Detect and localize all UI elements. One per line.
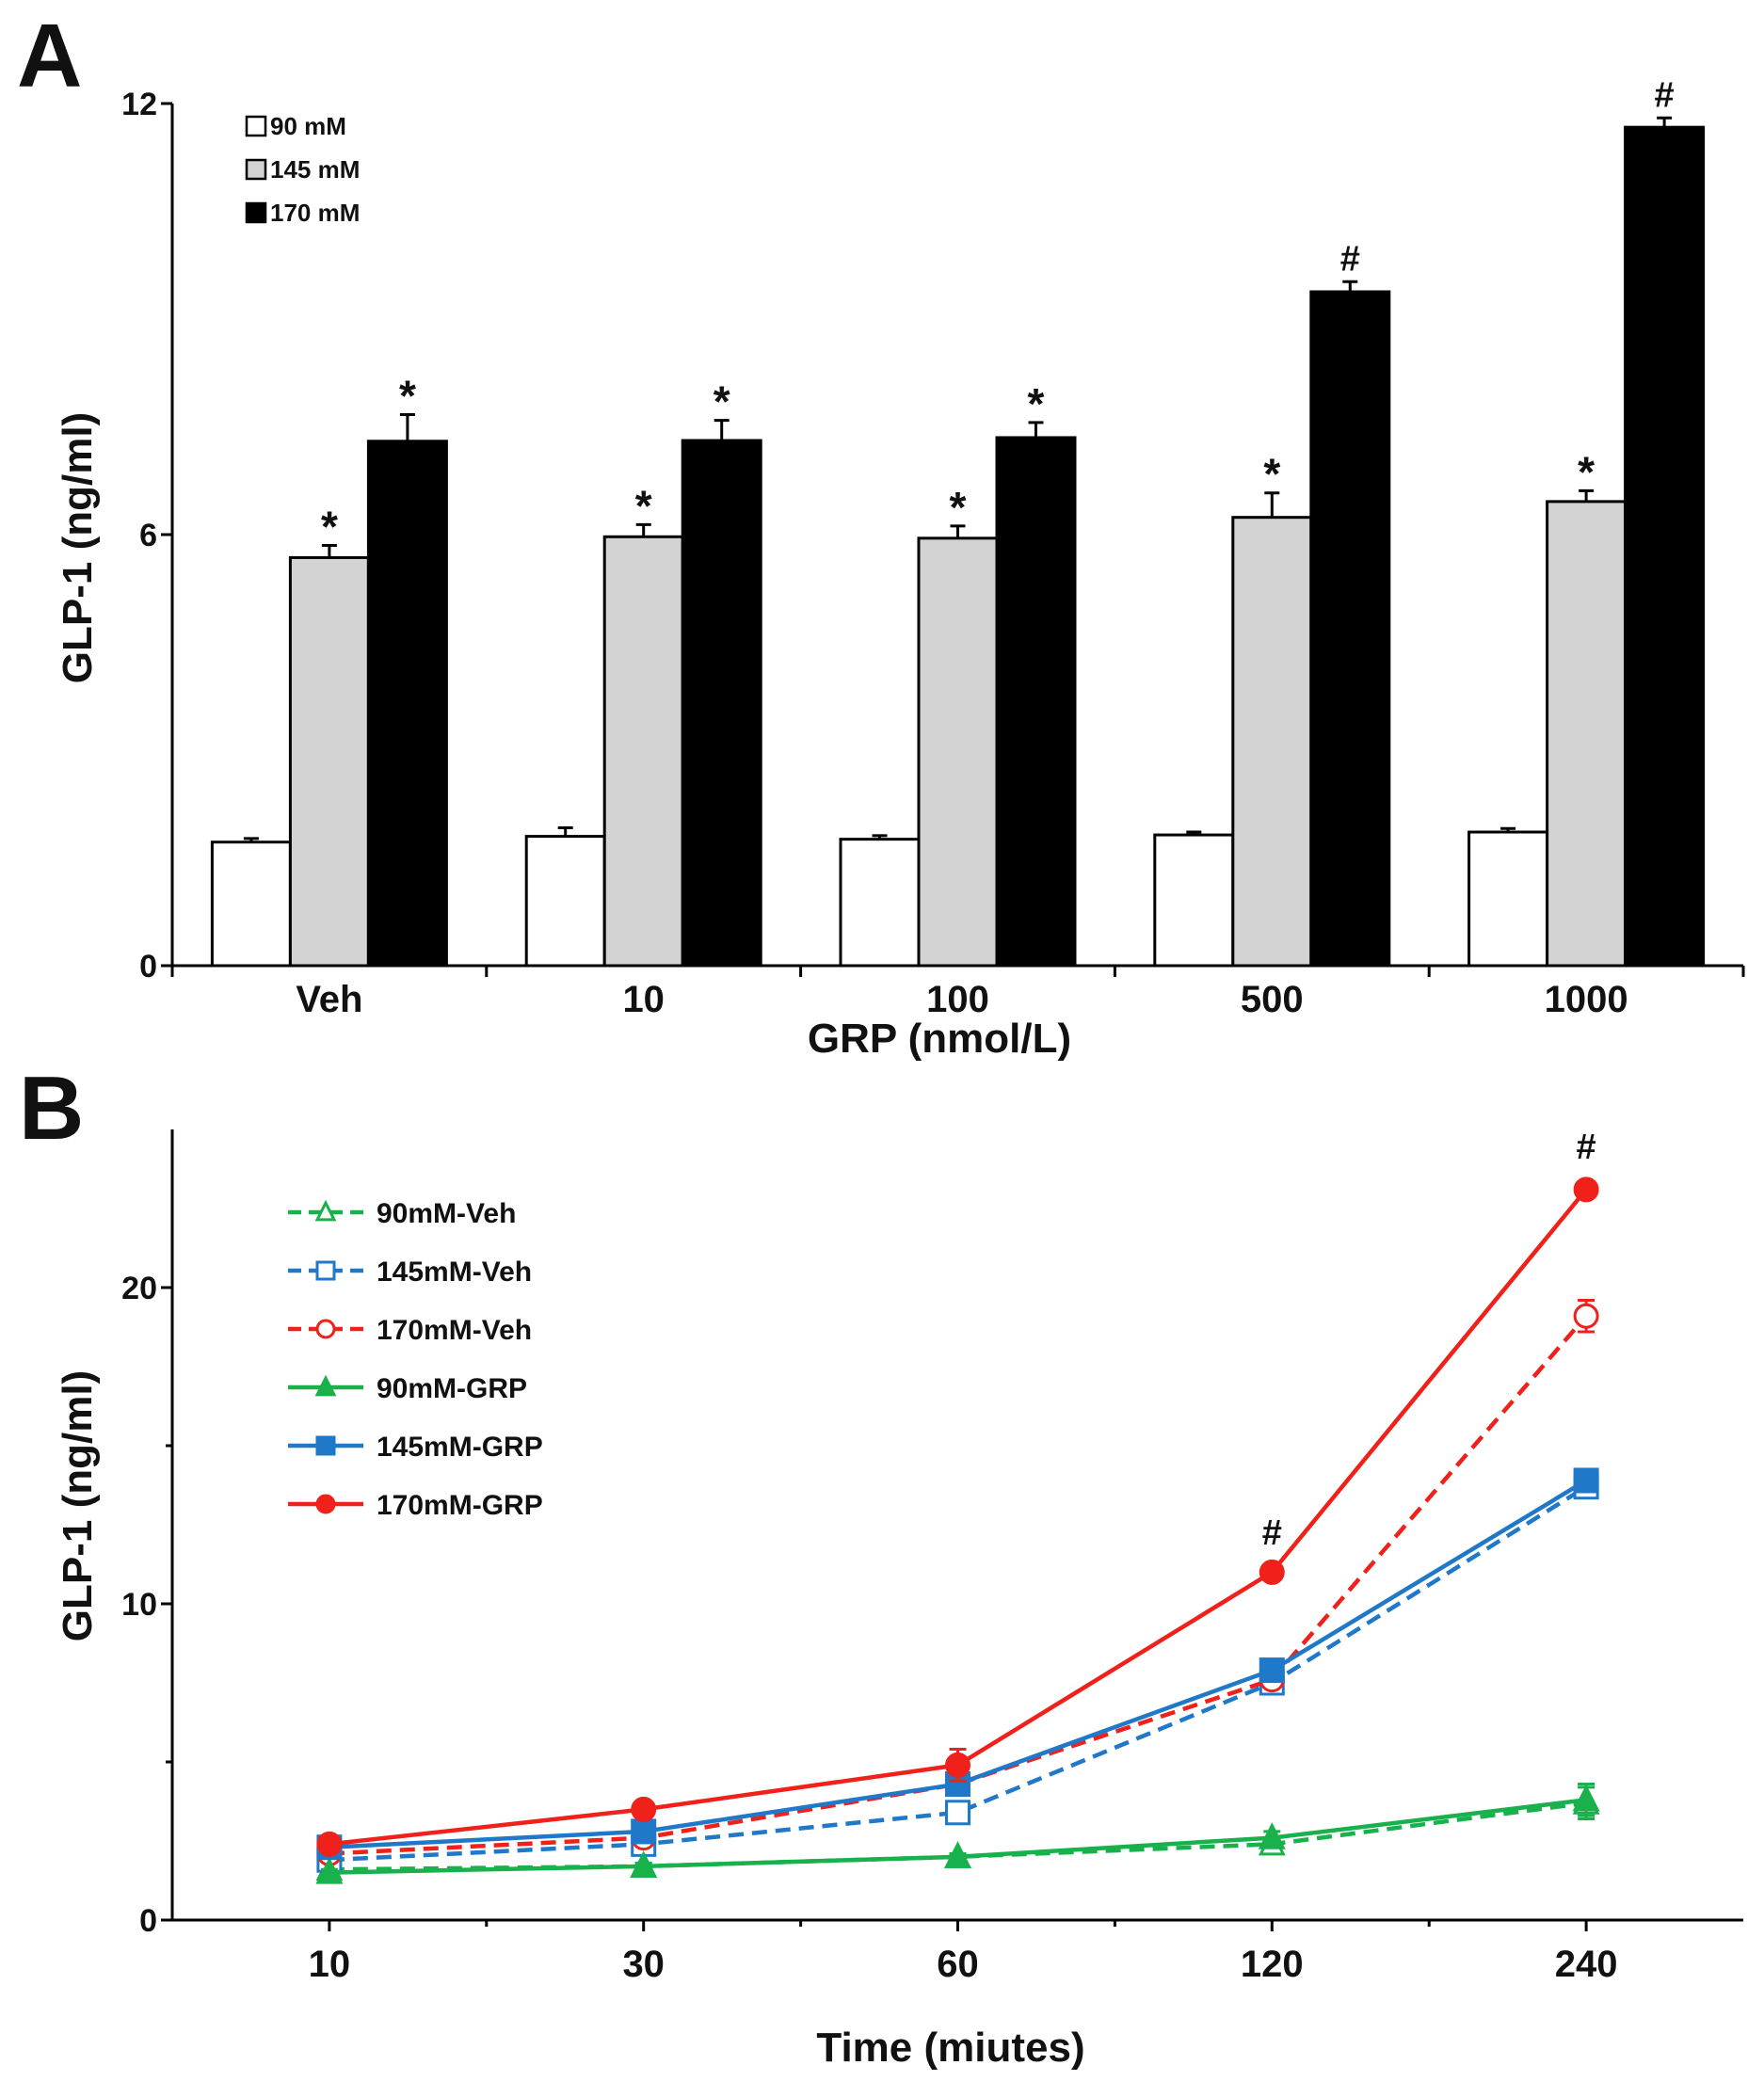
legend-label: 145mM-GRP (377, 1432, 543, 1463)
legend-label: 145mM-Veh (377, 1257, 532, 1288)
data-point (1259, 1657, 1285, 1684)
bar (288, 555, 370, 968)
x-tick-label: 500 (1241, 979, 1304, 1020)
panel-b-y-axis-title: GLP-1 (ng/ml) (55, 1370, 101, 1641)
panel-a-bars: * * * * * * * # * # (210, 75, 1706, 968)
y-tick-label: 0 (139, 949, 157, 984)
legend-swatch (245, 115, 267, 137)
significance-mark: * (714, 377, 730, 426)
legend-swatch (245, 201, 267, 224)
legend-label: 170mM-Veh (377, 1315, 532, 1346)
bar (1624, 125, 1706, 968)
bar (917, 536, 999, 968)
legend-marker (315, 1319, 336, 1339)
data-point (1572, 1784, 1600, 1812)
legend-marker (314, 1199, 337, 1222)
legend-label: 170mM-GRP (377, 1490, 543, 1521)
panel-b-legend: 90mM-Veh 145mM-Veh 170mM-Veh 90mM-GRP 145mM-… (288, 1198, 543, 1521)
data-point (1573, 1177, 1599, 1203)
bar (1231, 516, 1313, 968)
data-point (316, 1831, 343, 1857)
y-tick-label: 12 (121, 87, 157, 122)
bar (602, 535, 684, 968)
significance-mark: * (635, 481, 652, 530)
bar (995, 436, 1077, 968)
bar (839, 838, 921, 968)
data-point (631, 1818, 657, 1845)
data-point (315, 1857, 344, 1884)
y-tick-label: 20 (121, 1271, 157, 1306)
bar (1546, 500, 1628, 968)
legend-swatch (245, 158, 267, 181)
data-point (1573, 1467, 1599, 1494)
panel-a-axes: Veh 10 100 500 1000 0 6 12 (121, 87, 1745, 1020)
x-tick-label: 10 (309, 1944, 351, 1985)
panel-a-y-axis-title: GLP-1 (ng/ml) (55, 412, 101, 683)
data-point (945, 1800, 970, 1826)
legend-label: 90mM-Veh (377, 1198, 516, 1229)
significance-mark: # (1577, 1128, 1596, 1167)
x-tick-label: 1000 (1545, 979, 1628, 1020)
panel-b-x-axis-title: Time (miutes) (816, 2025, 1084, 2071)
x-tick-label: 10 (622, 979, 665, 1020)
legend-marker (315, 1260, 336, 1281)
data-point (630, 1850, 658, 1878)
x-tick-label: 100 (926, 979, 989, 1020)
series-145mM-GRP (316, 1467, 1599, 1861)
bar (1153, 833, 1235, 968)
y-tick-label: 0 (139, 1903, 157, 1939)
x-tick-label: 120 (1241, 1944, 1304, 1985)
significance-mark: * (321, 502, 338, 551)
bar (524, 835, 606, 968)
y-tick-label: 10 (121, 1587, 157, 1623)
data-point (945, 1752, 970, 1778)
data-point (1573, 1303, 1599, 1329)
data-point (1259, 1559, 1285, 1585)
data-point (631, 1796, 657, 1822)
bar (681, 439, 762, 968)
x-tick-label: 60 (937, 1944, 979, 1985)
bar (366, 440, 448, 968)
x-tick-label: 30 (622, 1944, 665, 1985)
significance-mark: # (1340, 239, 1360, 279)
series-170mM-GRP (316, 1177, 1599, 1857)
x-tick-label: Veh (296, 979, 362, 1020)
significance-mark: * (1263, 450, 1280, 499)
panel-b-axes: 0 10 20 10 30 60 120 240 (121, 1129, 1743, 1985)
significance-mark: # (1262, 1513, 1282, 1553)
data-point (1258, 1822, 1286, 1849)
significance-mark: # (1655, 75, 1675, 115)
panel-a-x-axis-title: GRP (nmol/L) (808, 1016, 1071, 1062)
legend-label: 145 mM (270, 155, 360, 184)
significance-mark: * (1578, 447, 1595, 496)
y-tick-label: 6 (139, 518, 157, 553)
panel-a-legend: 90 mM 145 mM 170 mM (245, 112, 360, 227)
panel-b-series: ## (315, 1128, 1600, 1884)
x-tick-label: 240 (1555, 1944, 1618, 1985)
series-line (329, 1801, 1587, 1872)
legend-marker (314, 1374, 337, 1397)
bar (1309, 290, 1391, 968)
legend-label: 90 mM (270, 112, 346, 140)
legend-marker (315, 1494, 336, 1514)
series-line (329, 1484, 1588, 1863)
legend-label: 90mM-GRP (377, 1373, 527, 1404)
panel-b: B GLP-1 (ng/ml) Time (miutes) ## 0102010… (19, 1058, 1743, 2071)
bar (210, 840, 292, 968)
data-point (945, 1771, 970, 1798)
legend-marker (315, 1435, 336, 1456)
bar (1467, 830, 1549, 968)
panel-a: A GLP-1 (ng/ml) GRP (nmol/L) *******#*# … (17, 6, 1745, 1062)
significance-mark: * (950, 483, 967, 532)
legend-label: 170 mM (270, 199, 360, 227)
significance-mark: * (399, 372, 416, 421)
data-point (944, 1841, 971, 1868)
series-90mM-GRP (315, 1783, 1600, 1884)
panel-b-label: B (19, 1058, 84, 1159)
significance-mark: * (1028, 379, 1045, 428)
panel-a-label: A (17, 6, 82, 106)
